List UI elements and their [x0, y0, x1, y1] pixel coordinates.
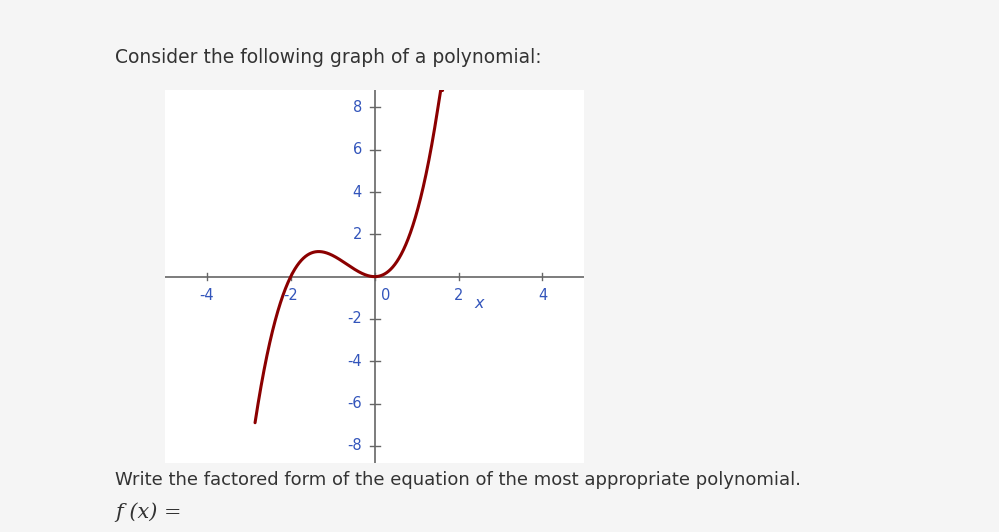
Text: x: x [475, 296, 485, 311]
Text: -2: -2 [348, 311, 362, 327]
Text: 8: 8 [353, 100, 362, 115]
Text: f (x) =: f (x) = [115, 503, 182, 522]
Text: 4: 4 [537, 288, 547, 303]
Text: -2: -2 [284, 288, 298, 303]
Text: 0: 0 [381, 288, 391, 303]
Text: Write the factored form of the equation of the most appropriate polynomial.: Write the factored form of the equation … [115, 471, 801, 489]
Text: -6: -6 [348, 396, 362, 411]
Text: Consider the following graph of a polynomial:: Consider the following graph of a polyno… [115, 48, 541, 67]
Text: -8: -8 [348, 438, 362, 453]
Text: 2: 2 [353, 227, 362, 242]
Text: 2: 2 [454, 288, 464, 303]
Text: 4: 4 [353, 185, 362, 200]
Text: 6: 6 [353, 142, 362, 157]
Text: -4: -4 [348, 354, 362, 369]
Text: -4: -4 [200, 288, 214, 303]
